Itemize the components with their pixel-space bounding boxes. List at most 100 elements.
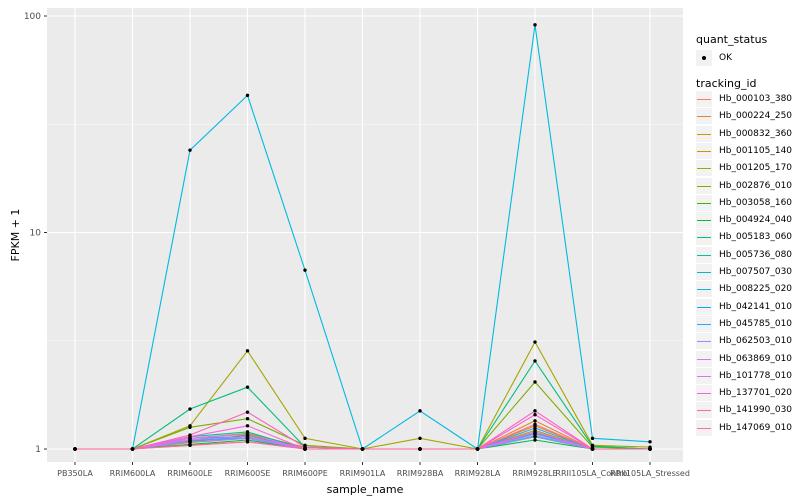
data-point-Hb_147069_010 xyxy=(648,447,652,451)
legend-item-label: OK xyxy=(719,52,732,63)
x-tick-label: RRII105LA_Stressed xyxy=(610,469,690,478)
legend-item-label: Hb_002876_010 xyxy=(719,180,793,191)
data-point-Hb_001205_170 xyxy=(245,349,250,353)
data-point-Hb_147069_010 xyxy=(475,447,480,451)
legend-key-box xyxy=(696,350,712,367)
legend-item-label: Hb_007507_030 xyxy=(719,267,793,277)
legend-key-box xyxy=(696,367,712,384)
data-point-Hb_101778_010 xyxy=(533,430,537,434)
legend-item-Hb_141990_030: Hb_141990_030 xyxy=(696,402,792,419)
legend-key-box xyxy=(696,385,712,402)
legend-line-swatch xyxy=(697,220,711,222)
legend-key-box xyxy=(696,229,712,246)
data-point-Hb_008225_020 xyxy=(533,23,537,27)
legend-item-ok: OK xyxy=(696,49,732,66)
legend-item-label: Hb_005183_060 xyxy=(719,232,793,243)
legend-item-label: Hb_008225_020 xyxy=(719,284,793,295)
legend-line-swatch xyxy=(697,289,711,291)
data-point-Hb_147069_010 xyxy=(533,422,537,427)
legend-item-Hb_045785_010: Hb_045785_010 xyxy=(696,315,792,332)
legend-item-Hb_147069_010: Hb_147069_010 xyxy=(696,419,792,436)
legend-title-quant-status: quant_status xyxy=(696,33,768,46)
y-axis-title: FPKM + 1 xyxy=(9,208,22,262)
legend-item-label: Hb_001205_170 xyxy=(719,163,793,174)
x-tick-label: PB350LA xyxy=(57,469,93,478)
point-marker-icon xyxy=(702,55,706,60)
data-point-Hb_147069_010 xyxy=(418,447,422,451)
x-tick-label: RRIM600LE xyxy=(167,469,212,478)
data-point-Hb_001205_170 xyxy=(303,436,307,441)
legend-line-swatch xyxy=(697,99,711,100)
legend-item-label: Hb_003058_160 xyxy=(719,197,793,208)
legend-line-swatch xyxy=(697,116,711,118)
data-point-Hb_005183_060 xyxy=(245,385,250,389)
legend-item-Hb_007507_030: Hb_007507_030 xyxy=(696,264,792,281)
legend-title-tracking-id: tracking_id xyxy=(696,77,757,90)
legend-key-box xyxy=(696,91,712,107)
data-point-Hb_000224_250 xyxy=(533,419,537,423)
legend-item-Hb_000832_360: Hb_000832_360 xyxy=(696,125,792,142)
data-point-Hb_005183_060 xyxy=(188,407,192,411)
data-point-Hb_141990_030 xyxy=(245,410,250,414)
x-tick-label: RRIM600SE xyxy=(225,469,271,478)
legend-item-label: Hb_000103_380 xyxy=(719,94,793,104)
x-tick-label: RRII105LA_Control xyxy=(555,469,629,478)
legend-item-label: Hb_137701_020 xyxy=(719,388,793,399)
legend-item-label: Hb_141990_030 xyxy=(719,405,793,416)
legend-key-box xyxy=(696,177,712,194)
data-point-Hb_147069_010 xyxy=(188,443,192,448)
data-point-Hb_147069_010 xyxy=(130,447,135,451)
data-point-Hb_137701_020 xyxy=(533,413,537,417)
x-tick-label: RRIM600PE xyxy=(282,469,328,478)
data-point-Hb_008225_020 xyxy=(418,409,422,413)
data-point-Hb_137701_020 xyxy=(245,424,250,428)
x-tick-label: RRIM901LA xyxy=(340,469,386,478)
legend-item-label: Hb_147069_010 xyxy=(719,422,793,433)
data-point-Hb_045785_010 xyxy=(533,426,537,430)
legend-item-label: Hb_062503_010 xyxy=(719,336,793,347)
data-point-Hb_147069_010 xyxy=(303,447,307,451)
y-tick-label: 100 xyxy=(24,12,41,22)
legend-line-swatch xyxy=(697,237,711,239)
data-point-Hb_147069_010 xyxy=(590,447,595,451)
data-point-Hb_147069_010 xyxy=(360,447,365,451)
legend-line-swatch xyxy=(697,185,711,187)
legend-line-swatch xyxy=(697,323,711,325)
legend-item-Hb_001205_170: Hb_001205_170 xyxy=(696,160,792,177)
data-point-Hb_008225_020 xyxy=(590,436,595,441)
legend-line-swatch xyxy=(697,133,711,135)
legend-line-swatch xyxy=(697,254,711,256)
legend-item-Hb_042141_010: Hb_042141_010 xyxy=(696,298,792,315)
legend: quant_status OK tracking_id Hb_000103_38… xyxy=(694,0,800,500)
legend-key-box xyxy=(696,194,712,211)
legend-line-swatch xyxy=(697,410,711,412)
legend-item-label: Hb_001105_140 xyxy=(719,145,793,156)
data-point-Hb_008225_020 xyxy=(245,93,250,98)
legend-line-swatch xyxy=(697,427,711,429)
legend-key-box xyxy=(696,142,712,159)
data-point-Hb_005183_060 xyxy=(533,359,537,363)
data-point-Hb_001205_170 xyxy=(418,436,422,441)
data-point-Hb_141990_030 xyxy=(533,409,537,413)
legend-line-swatch xyxy=(697,375,711,377)
data-point-Hb_002876_010 xyxy=(245,417,250,421)
legend-key-box xyxy=(696,212,712,229)
legend-item-Hb_005183_060: Hb_005183_060 xyxy=(696,229,792,246)
legend-item-Hb_101778_010: Hb_101778_010 xyxy=(696,367,792,384)
data-point-Hb_141990_030 xyxy=(188,433,192,437)
data-point-Hb_005183_060 xyxy=(590,444,595,448)
data-point-Hb_062503_010 xyxy=(533,434,537,439)
legend-line-swatch xyxy=(697,341,711,343)
legend-key-box xyxy=(696,49,712,66)
x-tick-label: RRIM928LE xyxy=(512,469,557,478)
legend-item-label: Hb_000224_250 xyxy=(719,111,793,122)
y-tick-label: 10 xyxy=(30,229,42,239)
legend-line-swatch xyxy=(697,393,711,395)
legend-item-Hb_137701_020: Hb_137701_020 xyxy=(696,385,792,402)
data-point-Hb_008225_020 xyxy=(648,440,652,444)
x-axis-title: sample_name xyxy=(326,483,404,496)
x-tick-label: RRIM928LA xyxy=(455,469,501,478)
data-point-Hb_002876_010 xyxy=(188,425,192,429)
